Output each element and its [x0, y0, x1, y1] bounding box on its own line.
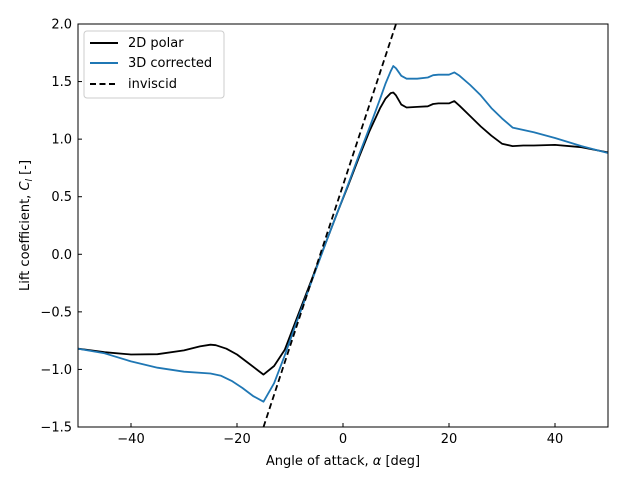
- x-tick-label: −40: [117, 432, 144, 447]
- series-line-3d-corrected: [78, 65, 608, 403]
- legend-label-inviscid: inviscid: [128, 77, 177, 92]
- y-axis-ticks: −1.5 −1.0 −0.5 0.0 0.5 1.0 1.5 2.0: [40, 18, 82, 436]
- series-layer: [78, 24, 608, 427]
- x-axis-ticks: −40 −20 0 20 40: [117, 423, 563, 447]
- y-tick-label: −1.5: [40, 421, 72, 436]
- y-axis-label: Lift coefficient, Cl [-]: [18, 160, 35, 291]
- x-tick-label: −20: [223, 432, 250, 447]
- x-axis-label: Angle of attack, α [deg]: [266, 454, 420, 469]
- y-tick-label: 0.5: [51, 190, 72, 205]
- series-line-inviscid: [262, 24, 397, 427]
- series-line-2d-polar: [78, 91, 608, 376]
- x-tick-label: 40: [547, 432, 564, 447]
- legend: 2D polar 3D corrected inviscid: [83, 30, 225, 99]
- x-tick-label: 0: [339, 432, 347, 447]
- x-tick-label: 20: [441, 432, 458, 447]
- y-tick-label: 2.0: [51, 18, 72, 33]
- y-tick-label: −0.5: [40, 305, 72, 320]
- y-tick-label: −1.0: [40, 363, 72, 378]
- y-tick-label: 0.0: [51, 248, 72, 263]
- y-tick-label: 1.0: [51, 133, 72, 148]
- legend-label-2d-polar: 2D polar: [128, 36, 184, 51]
- legend-label-3d-corrected: 3D corrected: [128, 56, 212, 71]
- y-tick-label: 1.5: [51, 75, 72, 90]
- legend-box: [83, 30, 225, 99]
